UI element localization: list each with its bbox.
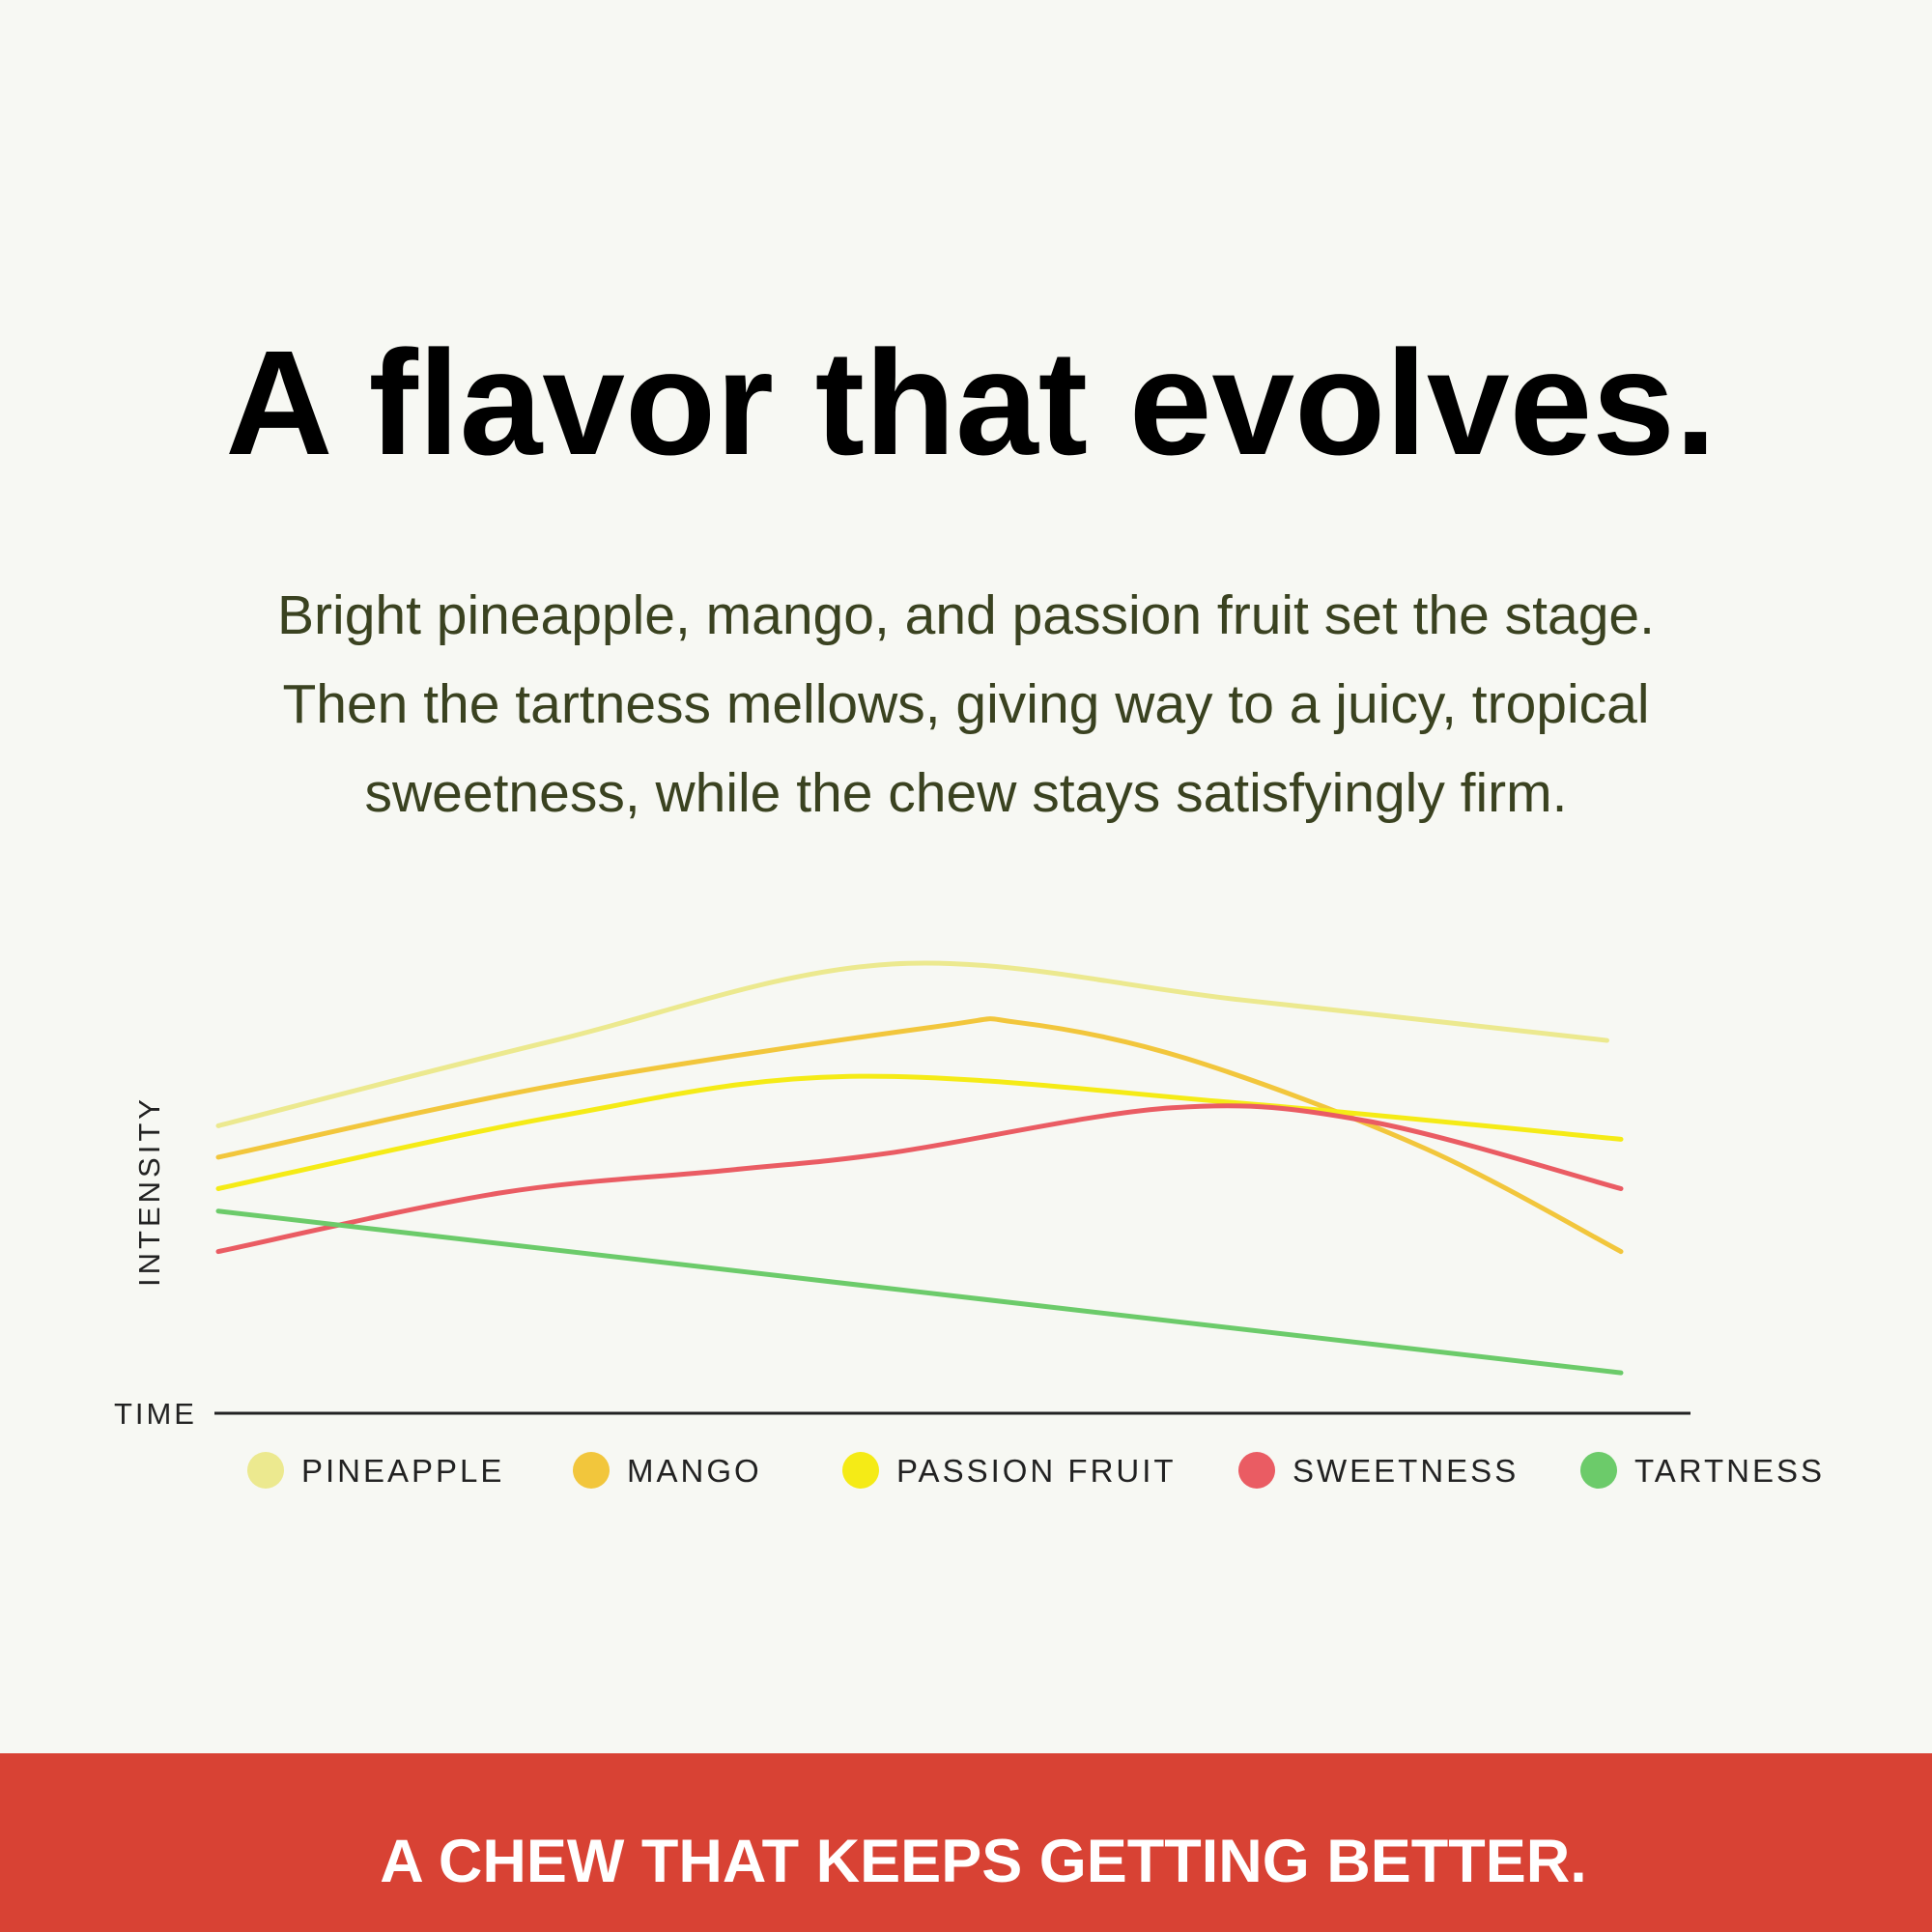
legend: PINEAPPLE MANGO PASSION FRUIT SWEETNESS TART… xyxy=(247,1452,1825,1489)
title: A flavor that evolves. xyxy=(225,320,1716,486)
series-line xyxy=(215,1016,1624,1255)
footer-bar xyxy=(0,1753,1932,1932)
plot xyxy=(215,960,1624,1376)
description-line: sweetness, while the chew stays satisfyi… xyxy=(365,762,1568,824)
legend-marker xyxy=(1580,1452,1617,1489)
series-line xyxy=(215,1208,1624,1376)
legend-label: PINEAPPLE xyxy=(301,1453,504,1489)
legend-label: PASSION FRUIT xyxy=(896,1453,1177,1489)
x-axis-label: TIME xyxy=(114,1397,197,1431)
series-line xyxy=(215,1103,1624,1255)
legend-marker xyxy=(1238,1452,1275,1489)
description-line: Bright pineapple, mango, and passion fru… xyxy=(277,584,1655,646)
legend-label: MANGO xyxy=(627,1453,762,1489)
legend-label: TARTNESS xyxy=(1634,1453,1825,1489)
legend-marker xyxy=(247,1452,284,1489)
y-axis-label: INTENSITY xyxy=(132,1095,166,1287)
series-line xyxy=(215,960,1609,1128)
legend-marker xyxy=(842,1452,879,1489)
footer-text: A CHEW THAT KEEPS GETTING BETTER. xyxy=(380,1828,1587,1895)
series-line xyxy=(215,1073,1624,1191)
description-line: Then the tartness mellows, giving way to… xyxy=(282,673,1649,735)
legend-marker xyxy=(573,1452,610,1489)
legend-label: SWEETNESS xyxy=(1293,1453,1519,1489)
